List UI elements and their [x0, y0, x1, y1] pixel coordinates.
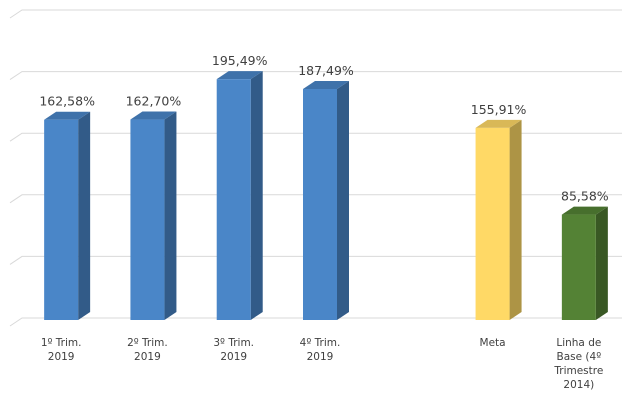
grid-line	[9, 255, 622, 265]
x-tick-label: Linha de Base (4º Trimestre 2014)	[554, 337, 604, 391]
bar	[303, 89, 337, 320]
value-label: 162,70%	[126, 94, 182, 109]
bar-top	[561, 206, 608, 215]
x-tick-label: 2º Trim. 2019	[127, 337, 168, 363]
value-label: 85,58%	[561, 189, 609, 204]
bar	[44, 119, 79, 320]
bar-side	[595, 206, 608, 320]
bar-side	[250, 71, 263, 321]
bar	[475, 127, 510, 320]
bar-side	[337, 81, 349, 320]
grid-line	[9, 71, 622, 81]
bar-top	[216, 71, 263, 80]
bar-side	[509, 119, 522, 320]
x-tick-label: 4º Trim. 2019	[299, 337, 341, 363]
value-label: 187,49%	[298, 63, 354, 78]
x-tick-label: 3º Trim. 2019	[213, 337, 255, 363]
x-tick-label: 1º Trim. 2019	[40, 337, 82, 363]
value-label: 162,58%	[39, 94, 95, 109]
bar-top	[303, 81, 349, 90]
grid-line	[9, 194, 622, 204]
value-label: 195,49%	[212, 53, 268, 68]
grid-line	[9, 132, 622, 142]
grid-line	[9, 317, 622, 327]
bar	[561, 214, 596, 320]
bar-side	[78, 111, 91, 320]
bar-side	[164, 111, 177, 321]
bar-top	[130, 111, 177, 120]
bar-top	[475, 119, 522, 128]
bar	[216, 79, 251, 321]
x-tick-label: Meta	[479, 337, 506, 349]
grid-line	[9, 9, 622, 19]
value-label: 155,91%	[471, 102, 527, 117]
bar	[130, 119, 165, 321]
bar-top	[44, 111, 91, 120]
